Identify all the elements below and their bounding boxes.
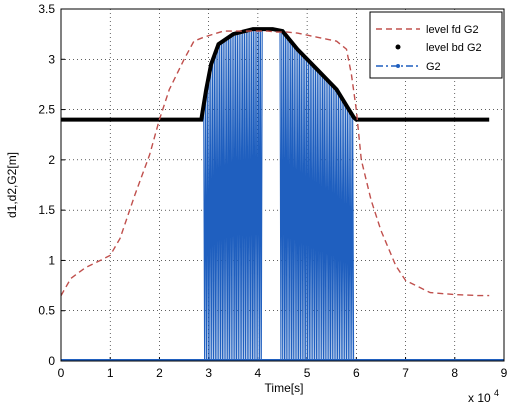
x-tick-label: 6 xyxy=(353,366,360,380)
series-level-bd-line xyxy=(61,27,490,122)
x-exponent-label: x 10 4 xyxy=(468,388,499,405)
y-tick-label: 3.5 xyxy=(38,2,55,16)
legend-label-g2: G2 xyxy=(426,61,441,73)
x-tick-label: 9 xyxy=(501,366,507,380)
x-tick-label: 3 xyxy=(205,366,212,380)
series-level-fd-line xyxy=(61,30,490,297)
x-tick-label: 2 xyxy=(156,366,163,380)
plot-frame xyxy=(60,8,505,362)
x-tick-label: 5 xyxy=(304,366,311,380)
x-axis-label: Time[s] xyxy=(265,381,304,395)
series-layer xyxy=(61,27,504,361)
legend-marker-bd xyxy=(395,44,401,50)
y-tick-label: 1.5 xyxy=(38,203,55,217)
x-tick-label: 8 xyxy=(451,366,458,380)
g2-oscillation-band xyxy=(279,32,355,361)
x-tick-label: 1 xyxy=(107,366,114,380)
y-tick-label: 1 xyxy=(48,253,55,267)
y-axis-label: d1,d2,G2[m] xyxy=(5,152,19,218)
x-tick-label: 4 xyxy=(255,366,262,380)
y-tick-label: 0.5 xyxy=(38,304,55,318)
legend-marker-g2 xyxy=(396,64,400,68)
y-tick-labels: 0 0.5 1 1.5 2 2.5 3 3.5 xyxy=(38,2,55,368)
y-tick-label: 2 xyxy=(48,153,55,167)
x-exponent-base: x 10 xyxy=(468,391,491,405)
y-tick-label: 2.5 xyxy=(38,103,55,117)
legend-label-fd: level fd G2 xyxy=(426,24,479,36)
legend-label-bd: level bd G2 xyxy=(426,42,482,54)
x-tick-label: 0 xyxy=(58,366,65,380)
legend: level fd G2 level bd G2 G2 xyxy=(369,11,503,79)
legend-box xyxy=(369,11,503,79)
y-tick-label: 3 xyxy=(48,52,55,66)
x-tick-label: 7 xyxy=(402,366,409,380)
y-tick-label: 0 xyxy=(48,354,55,368)
x-tick-labels: 0 1 2 3 4 5 6 7 8 9 xyxy=(58,366,507,380)
x-exponent-power: 4 xyxy=(494,388,499,398)
